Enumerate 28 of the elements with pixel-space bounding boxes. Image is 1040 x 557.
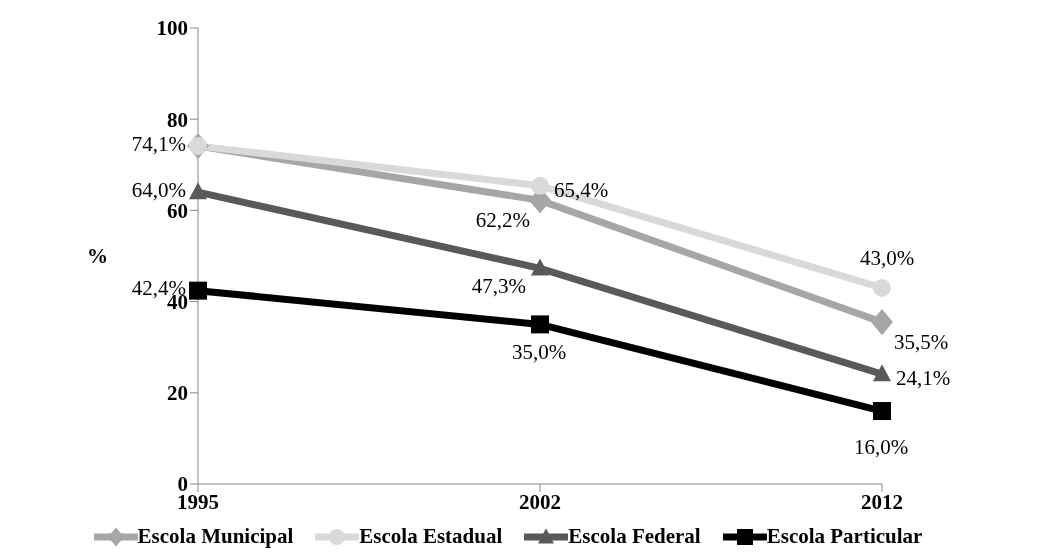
data-label: 35,5% xyxy=(894,329,949,354)
legend-label: Escola Particular xyxy=(765,524,923,549)
legend-label: Escola Municipal xyxy=(136,524,294,549)
point xyxy=(531,176,549,195)
point xyxy=(189,281,207,300)
point xyxy=(873,278,891,297)
point xyxy=(871,308,893,336)
data-label: 43,0% xyxy=(860,245,915,270)
data-label: 47,3% xyxy=(471,274,526,299)
legend-label: Escola Estadual xyxy=(358,524,503,549)
point xyxy=(189,182,207,200)
point xyxy=(531,315,549,334)
x-tick-label: 2002 xyxy=(519,489,561,514)
x-tick-label: 2012 xyxy=(861,489,903,514)
y-tick-label: 20 xyxy=(167,381,188,406)
y-tick-label: 80 xyxy=(167,107,188,132)
data-label: 35,0% xyxy=(512,340,567,365)
data-label: 16,0% xyxy=(854,434,909,459)
legend-label: Escola Federal xyxy=(567,524,701,549)
point xyxy=(531,258,549,276)
y-tick-label: 100 xyxy=(156,16,188,41)
point xyxy=(873,364,891,382)
data-label: 24,1% xyxy=(896,365,951,390)
point xyxy=(873,402,891,421)
data-label: 74,1% xyxy=(131,131,186,156)
y-axis-title: % xyxy=(87,244,108,269)
data-label: 65,4% xyxy=(554,177,609,202)
data-label: 62,2% xyxy=(475,208,530,233)
